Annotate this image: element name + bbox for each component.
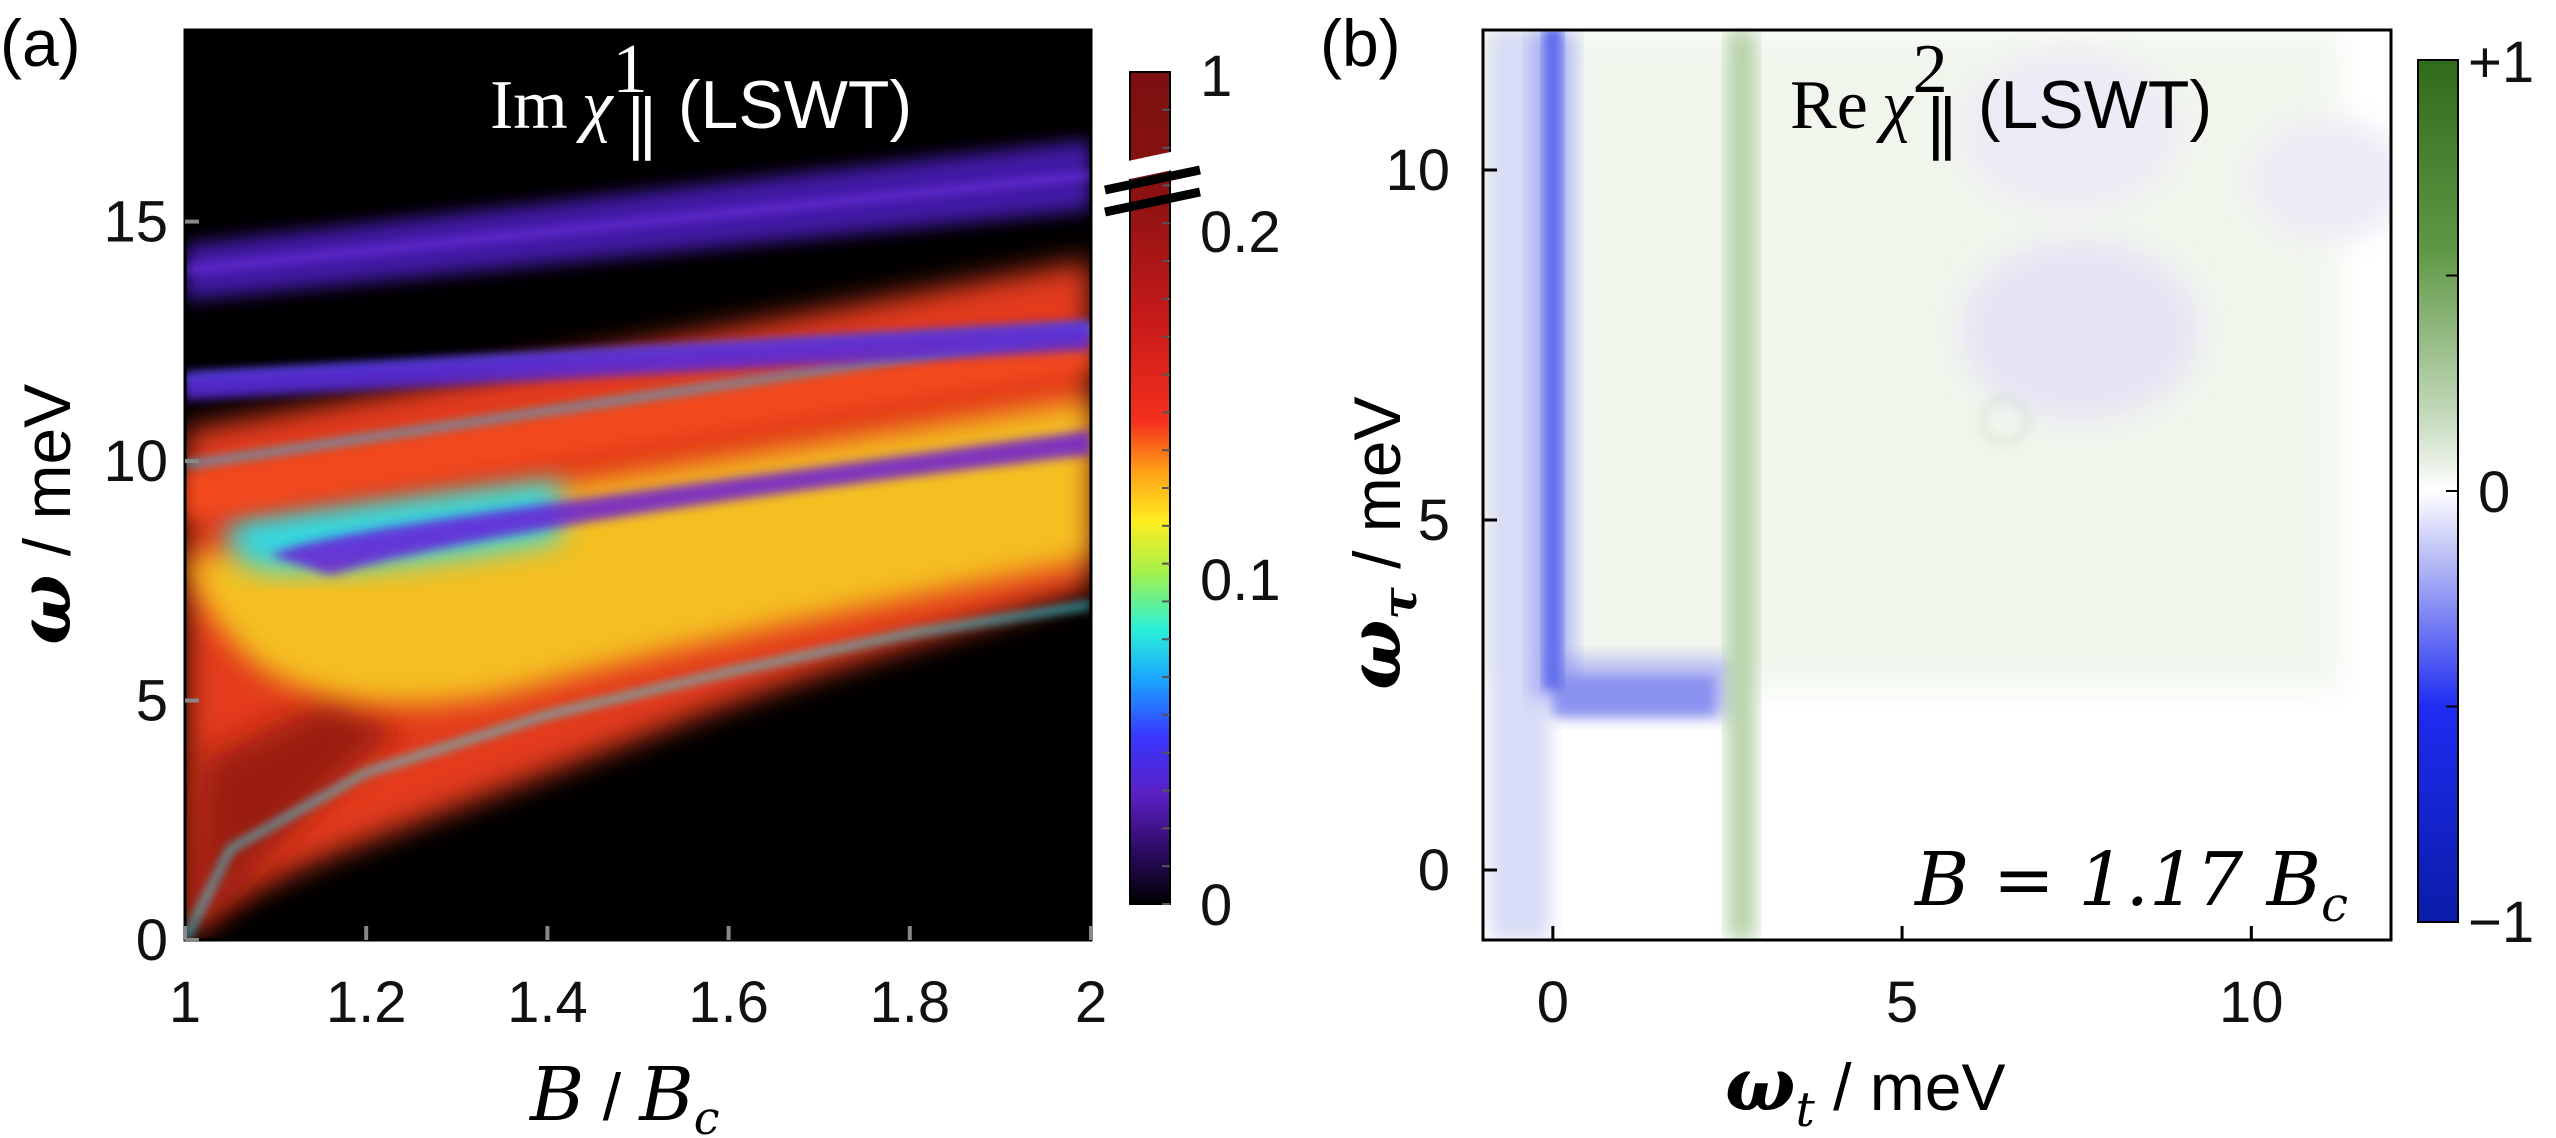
x-tick-label: 2: [1075, 970, 1107, 1035]
x-tick-label: 1: [169, 970, 201, 1035]
panel-b-title: Re χ2 ∥ (LSWT): [1790, 31, 2212, 170]
y-tick-label: 10: [103, 429, 168, 494]
negative-blob: [1960, 50, 2180, 210]
negative-vertical-halo: [1530, 30, 1575, 698]
y-tick-label: 5: [1418, 488, 1450, 553]
colorbar-b-tick-label: 0: [2478, 460, 2510, 525]
y-tick-label: 15: [103, 190, 168, 255]
colorbar-a-tick-label: 0.2: [1200, 200, 1281, 265]
colorbar-a-tick-label: 1: [1200, 44, 1232, 109]
positive-vertical-ridge: [1727, 30, 1756, 940]
heatmap-a: [185, 30, 1091, 940]
band-2-glow: [185, 320, 1091, 400]
band-1-core: [185, 330, 1091, 520]
positive-wash: [1560, 30, 2340, 690]
panel-a-title: Im χ1 ∥ (LSWT): [490, 31, 912, 170]
colorbar-a-tick-label: 0: [1200, 873, 1232, 938]
x-tick-label: 1.2: [326, 970, 407, 1035]
ring-feature: [1981, 396, 2029, 444]
panel-b-label: (b): [1320, 6, 1401, 80]
heatmap-b-frame: [1481, 28, 2393, 942]
y-tick-label: 5: [136, 669, 168, 734]
colorbar-b-tick-label: −1: [2468, 890, 2534, 955]
axes-b-ticks: 0 5 10 0 5 10: [1385, 138, 2283, 1035]
colorbar-a-ticks: [1162, 108, 1170, 905]
panel-a-ylabel: ω / meV: [2, 384, 88, 645]
x-tick-label: 5: [1886, 970, 1918, 1035]
x-tick-label: 1.6: [688, 970, 769, 1035]
x-tick-label: 1.8: [869, 970, 950, 1035]
panel-b-xlabel: ωt / meV: [1725, 1042, 2005, 1138]
y-tick-label: 0: [1418, 838, 1450, 903]
panel-a-xlabel: B / Bc: [528, 1052, 720, 1138]
violet-split: [270, 430, 1091, 575]
colorbar-b-tick-label: +1: [2468, 30, 2534, 95]
panel-b-ylabel: ωτ / meV: [1332, 397, 1428, 690]
band-3-line: [185, 172, 1091, 273]
negative-horizontal-core: [1552, 676, 1715, 716]
y-tick-label: 10: [1385, 138, 1450, 203]
panel-a-label: (a): [0, 6, 81, 80]
x-tick-label: 10: [2219, 970, 2284, 1035]
colorbar-a-break: [1103, 146, 1202, 217]
lower-edge-line: [185, 602, 1091, 940]
negative-blob: [1960, 240, 2200, 420]
axes-a-ticks: 1 1.2 1.4 1.6 1.8 2 0 5 10 15: [103, 190, 1107, 1035]
heatmap-a-frame: [183, 28, 1093, 942]
colorbar-b-ticks: [2446, 59, 2458, 923]
colorbar-a-tick-label: 0.1: [1200, 548, 1281, 613]
heatmap-b: [1483, 30, 2391, 940]
field-annotation: B = 1.17 Bc: [1913, 837, 2348, 933]
x-tick-label: 1.4: [507, 970, 588, 1035]
x-tick-label: 0: [1537, 970, 1569, 1035]
negative-blob: [2250, 120, 2391, 240]
y-tick-label: 0: [136, 908, 168, 973]
